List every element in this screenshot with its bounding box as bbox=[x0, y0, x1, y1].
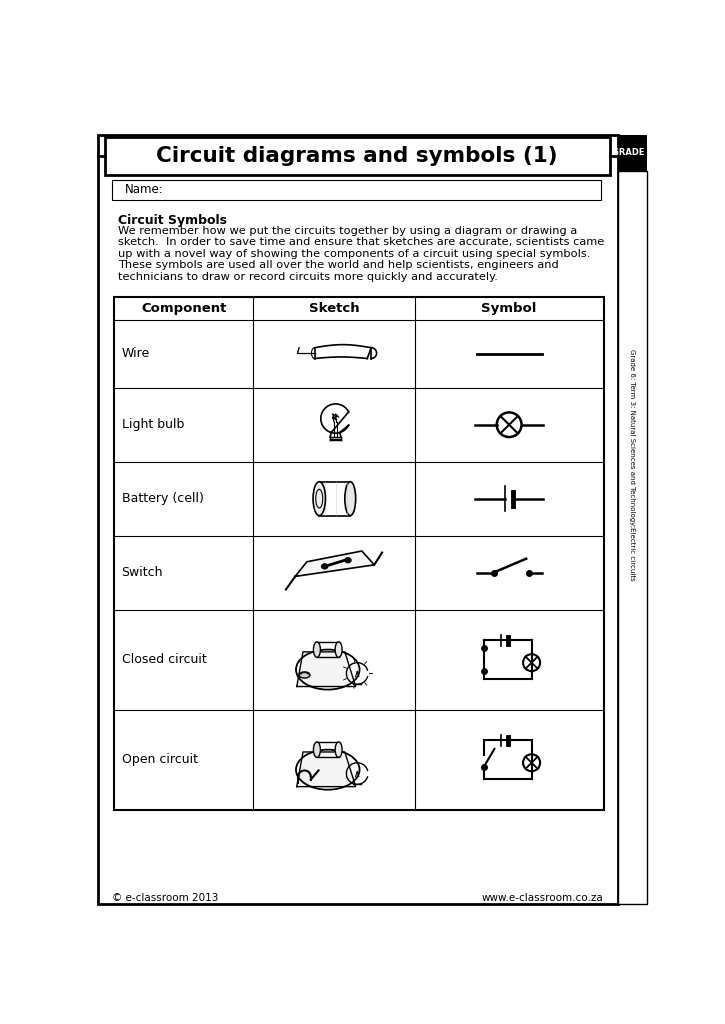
Circle shape bbox=[323, 564, 327, 568]
Text: We remember how we put the circuits together by using a diagram or drawing a: We remember how we put the circuits toge… bbox=[117, 226, 577, 237]
Bar bbox=[114, 297, 604, 810]
Polygon shape bbox=[297, 752, 356, 786]
Text: Component: Component bbox=[141, 302, 226, 315]
Ellipse shape bbox=[322, 564, 328, 568]
Ellipse shape bbox=[345, 481, 356, 515]
Text: Circuit diagrams and symbols (1): Circuit diagrams and symbols (1) bbox=[157, 146, 558, 166]
Text: Wire: Wire bbox=[122, 347, 150, 360]
Text: Sketch: Sketch bbox=[309, 302, 360, 315]
Text: © e-classroom 2013: © e-classroom 2013 bbox=[112, 893, 219, 903]
Text: Name:: Name: bbox=[125, 183, 163, 196]
Ellipse shape bbox=[313, 481, 326, 515]
Bar bbox=[112, 180, 600, 200]
Text: Symbol: Symbol bbox=[481, 302, 536, 315]
Text: Grade 6: Term 3: Natural Sciences and Technology:Electric circuits: Grade 6: Term 3: Natural Sciences and Te… bbox=[629, 349, 635, 581]
Ellipse shape bbox=[335, 742, 342, 758]
Bar bbox=[618, 171, 647, 903]
Text: These symbols are used all over the world and help scientists, engineers and: These symbols are used all over the worl… bbox=[117, 260, 558, 270]
Ellipse shape bbox=[313, 742, 320, 758]
Text: Circuit Symbols: Circuit Symbols bbox=[117, 214, 227, 226]
Text: Battery (cell): Battery (cell) bbox=[122, 493, 204, 505]
Text: sketch.  In order to save time and ensure that sketches are accurate, scientists: sketch. In order to save time and ensure… bbox=[117, 238, 604, 248]
Ellipse shape bbox=[335, 642, 342, 657]
Ellipse shape bbox=[345, 558, 351, 562]
Polygon shape bbox=[297, 652, 356, 686]
Text: Light bulb: Light bulb bbox=[122, 418, 184, 431]
Text: www.e-classroom.co.za: www.e-classroom.co.za bbox=[482, 893, 604, 903]
Text: Switch: Switch bbox=[122, 566, 163, 579]
Polygon shape bbox=[295, 551, 374, 577]
Bar bbox=[104, 137, 610, 175]
Text: Open circuit: Open circuit bbox=[122, 754, 198, 766]
Text: GRADE 6: GRADE 6 bbox=[612, 148, 653, 158]
Text: up with a novel way of showing the components of a circuit using special symbols: up with a novel way of showing the compo… bbox=[117, 249, 590, 259]
Text: Closed circuit: Closed circuit bbox=[122, 653, 207, 666]
Bar bbox=[618, 135, 647, 171]
Text: technicians to draw or record circuits more quickly and accurately.: technicians to draw or record circuits m… bbox=[117, 271, 497, 282]
Circle shape bbox=[346, 558, 350, 562]
Ellipse shape bbox=[313, 642, 320, 657]
Ellipse shape bbox=[299, 672, 310, 678]
